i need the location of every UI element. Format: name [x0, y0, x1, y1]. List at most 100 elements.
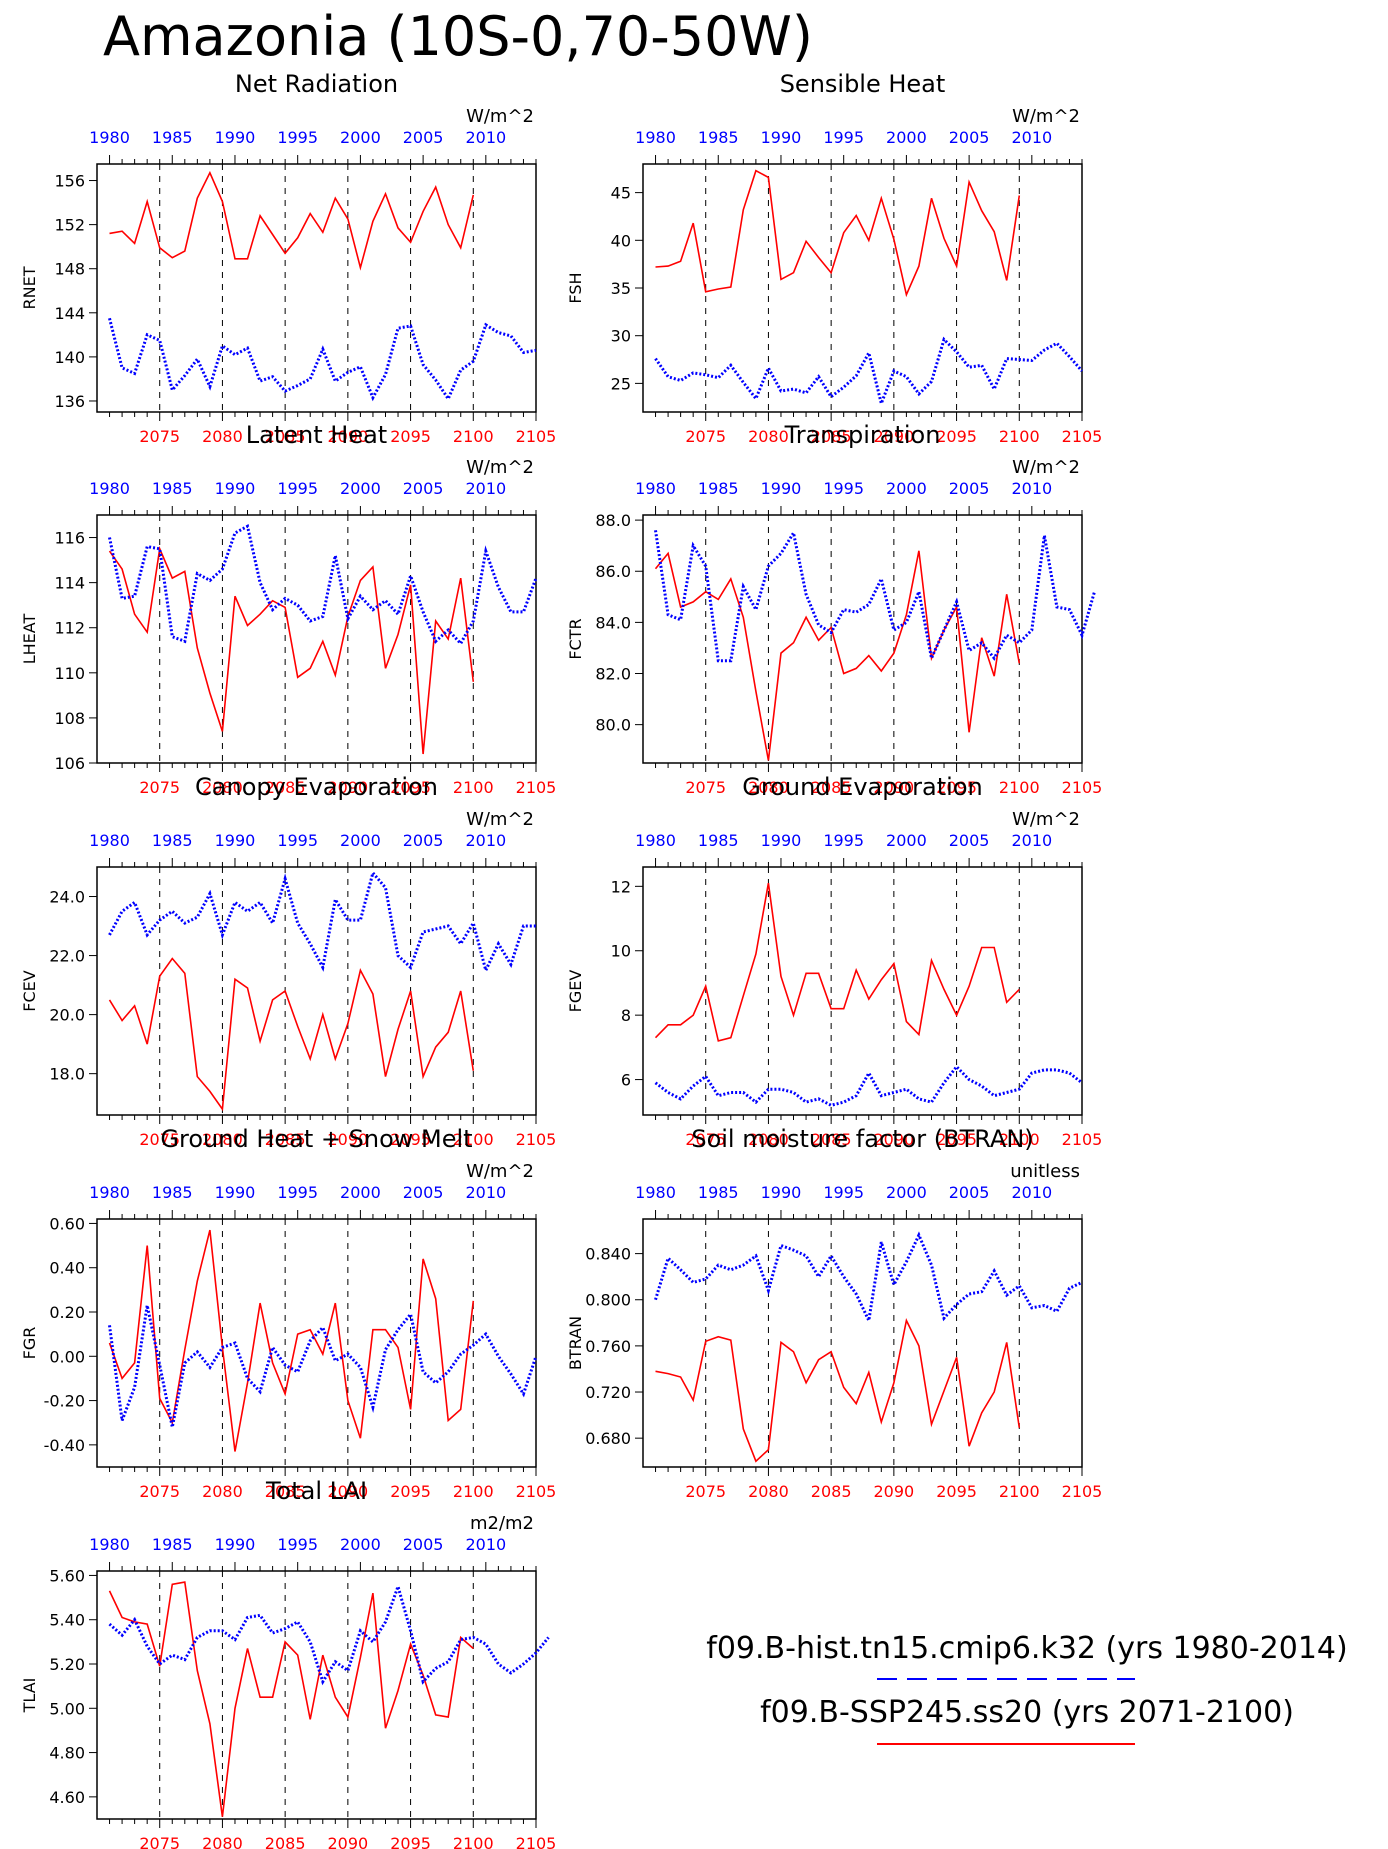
plot-frame — [642, 514, 1083, 764]
x-tick-label-historical: 1980 — [635, 128, 676, 147]
x-tick-label-future: 2090 — [873, 1482, 914, 1501]
x-tick-label-historical: 2005 — [949, 1183, 990, 1202]
x-tick-label-historical: 1990 — [215, 479, 256, 498]
plot-frame — [96, 163, 537, 413]
x-tick-label-historical: 1990 — [215, 1535, 256, 1554]
x-tick-label-future: 2095 — [936, 1482, 977, 1501]
x-tick-label-historical: 1980 — [635, 479, 676, 498]
x-tick-label-historical: 1980 — [89, 128, 130, 147]
x-tick-label-future: 2080 — [748, 1482, 789, 1501]
x-tick-label-historical: 2010 — [465, 128, 506, 147]
x-tick-label-historical: 1995 — [823, 831, 864, 850]
y-tick-label: -0.20 — [44, 1392, 85, 1411]
y-axis-label: TLAI — [20, 1678, 39, 1714]
x-tick-label-historical: 1985 — [698, 831, 739, 850]
x-tick-label-historical: 2000 — [886, 128, 927, 147]
x-tick-label-historical: 1985 — [698, 128, 739, 147]
x-tick-label-future: 2105 — [516, 1482, 557, 1501]
y-tick-label: 136 — [54, 392, 85, 411]
x-tick-label-historical: 2000 — [886, 479, 927, 498]
y-tick-label: 0.680 — [585, 1429, 631, 1448]
x-tick-label-historical: 2010 — [465, 479, 506, 498]
y-axis-label: LHEAT — [20, 614, 39, 665]
plot-frame — [96, 866, 537, 1116]
x-tick-label-historical: 2005 — [403, 1183, 444, 1202]
units-label: W/m^2 — [466, 1161, 534, 1182]
x-tick-label-historical: 1985 — [698, 479, 739, 498]
chart-title: Total LAI — [265, 1477, 367, 1505]
series-historical-line — [654, 1231, 1083, 1326]
x-tick-label-future: 2075 — [139, 1834, 180, 1849]
series-historical-line — [108, 1581, 550, 1686]
x-tick-label-future: 2100 — [453, 1834, 494, 1849]
x-tick-label-future: 2105 — [516, 427, 557, 446]
x-tick-label-historical: 2000 — [340, 479, 381, 498]
units-label: unitless — [1010, 1161, 1080, 1182]
chart-fctr: Transpiration W/m^2 FCTR 2075 2080 2085 2090 20… — [566, 421, 1102, 797]
x-tick-label-future: 2090 — [327, 1834, 368, 1849]
x-tick-label-future: 2090 — [873, 427, 914, 446]
x-tick-label-future: 2080 — [748, 778, 789, 797]
y-tick-label: 152 — [54, 216, 85, 235]
x-tick-label-historical: 1985 — [698, 1183, 739, 1202]
x-tick-label-historical: 1995 — [277, 1183, 318, 1202]
chart-fcev: Canopy Evaporation W/m^2 FCEV 2075 2080 2085 2… — [20, 773, 556, 1149]
y-tick-label: 20.0 — [49, 1006, 85, 1025]
y-axis-label: FCTR — [566, 618, 585, 659]
x-tick-label-future: 2105 — [1062, 1482, 1103, 1501]
x-tick-label-historical: 1980 — [635, 1183, 676, 1202]
x-tick-label-historical: 1990 — [761, 1183, 802, 1202]
x-tick-label-historical: 2010 — [465, 1535, 506, 1554]
x-tick-label-future: 2080 — [202, 1482, 243, 1501]
x-tick-label-future: 2095 — [936, 427, 977, 446]
series-historical-line — [108, 317, 537, 402]
y-tick-label: 0.720 — [585, 1383, 631, 1402]
y-tick-label: 84.0 — [595, 613, 631, 632]
chart-btran: Soil moisture factor (BTRAN) unitless BTRA… — [566, 1125, 1102, 1501]
x-tick-label-future: 2095 — [390, 427, 431, 446]
units-label: W/m^2 — [466, 809, 534, 830]
x-tick-label-future: 2080 — [202, 427, 243, 446]
y-tick-label: 45 — [611, 184, 631, 203]
x-tick-label-historical: 1990 — [761, 128, 802, 147]
y-tick-label: 5.20 — [49, 1655, 85, 1674]
x-tick-label-historical: 2005 — [403, 479, 444, 498]
x-tick-label-future: 2095 — [936, 778, 977, 797]
x-tick-label-historical: 2010 — [1011, 1183, 1052, 1202]
units-label: W/m^2 — [466, 106, 534, 127]
y-tick-label: 148 — [54, 260, 85, 279]
x-tick-label-future: 2095 — [390, 1130, 431, 1149]
chart-title: Ground Evaporation — [742, 773, 982, 801]
y-tick-label: 140 — [54, 348, 85, 367]
x-tick-label-future: 2090 — [327, 427, 368, 446]
y-tick-label: 110 — [54, 664, 85, 683]
x-tick-label-future: 2100 — [453, 778, 494, 797]
y-axis-label: FCEV — [20, 970, 39, 1011]
x-tick-label-future: 2075 — [139, 778, 180, 797]
y-tick-label: 5.00 — [49, 1699, 85, 1718]
series-historical-line — [654, 528, 1096, 664]
series-future-line — [655, 169, 1021, 298]
series-future-line — [654, 550, 1021, 761]
x-tick-label-future: 2080 — [202, 1834, 243, 1849]
x-tick-label-future: 2090 — [327, 1130, 368, 1149]
x-tick-label-historical: 1980 — [89, 1535, 130, 1554]
x-tick-label-historical: 1995 — [823, 1183, 864, 1202]
x-tick-label-historical: 2010 — [1011, 128, 1052, 147]
series-historical-line — [108, 869, 536, 975]
y-tick-label: 80.0 — [595, 716, 631, 735]
chart-fgr: Ground Heat + Snow Melt W/m^2 FGR 2075 2080 2… — [20, 1125, 556, 1501]
x-tick-label-future: 2105 — [1062, 427, 1103, 446]
plot-frame — [642, 866, 1083, 1116]
x-tick-label-future: 2100 — [453, 1482, 494, 1501]
x-tick-label-historical: 2005 — [949, 831, 990, 850]
y-tick-label: 114 — [54, 574, 85, 593]
x-tick-label-historical: 1985 — [152, 831, 193, 850]
x-tick-label-historical: 1985 — [152, 128, 193, 147]
x-tick-label-historical: 1985 — [152, 479, 193, 498]
x-tick-label-future: 2095 — [390, 1834, 431, 1849]
y-tick-label: 5.40 — [49, 1611, 85, 1630]
x-tick-label-future: 2090 — [327, 778, 368, 797]
chart-rnet: Net Radiation W/m^2 RNET 2075 2080 2085 2090 20… — [20, 70, 556, 446]
